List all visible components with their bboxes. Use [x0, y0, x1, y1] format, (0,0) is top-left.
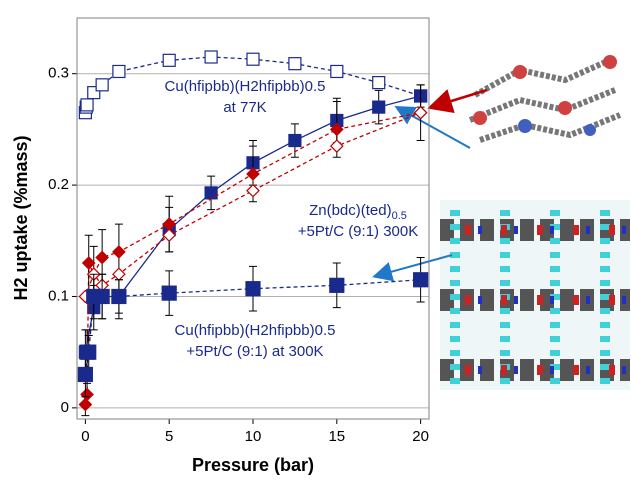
square-marker [246, 282, 260, 296]
square-marker [78, 367, 92, 381]
annotation: at 77K [223, 99, 266, 116]
y-axis-title: H2 uptake (%mass) [11, 135, 31, 300]
diamond-marker [415, 107, 427, 119]
square-marker [95, 289, 109, 303]
annotation-text: Zn(bdc)(ted) [309, 202, 392, 219]
square-marker [289, 135, 301, 147]
x-tick-label: 10 [245, 428, 262, 445]
x-tick-label: 20 [412, 428, 429, 445]
annotation-text: Cu(hfipbb)(H2hfipbb)0.5 [175, 322, 336, 339]
annotation-subscript: 0.5 [392, 210, 407, 222]
square-marker [330, 278, 344, 292]
annotation-text: +5Pt/C (9:1) 300K [298, 223, 418, 240]
square-marker [289, 58, 301, 70]
square-marker [331, 65, 343, 77]
annotation: Cu(hfipbb)(H2hfipbb)0.5 [175, 322, 336, 339]
square-marker [96, 79, 108, 91]
square-marker [113, 65, 125, 77]
y-tick-label: 0.3 [48, 65, 69, 82]
annotation: Zn(bdc)(ted)0.5 [309, 202, 407, 222]
annotation: Cu(hfipbb)(H2hfipbb)0.5 [165, 78, 326, 95]
square-marker [81, 99, 93, 111]
x-tick-label: 0 [81, 428, 89, 445]
y-tick-label: 0.2 [48, 176, 69, 193]
square-marker [205, 51, 217, 63]
arrow [432, 90, 487, 107]
y-tick-label: 0 [61, 399, 69, 416]
annotation: +5Pt/C (9:1) at 300K [186, 343, 323, 360]
diamond-marker [81, 388, 93, 400]
square-marker [414, 273, 428, 287]
square-marker [112, 289, 126, 303]
y-tick-label: 0.1 [48, 287, 69, 304]
square-marker [247, 53, 259, 65]
annotation: +5Pt/C (9:1) 300K [298, 223, 418, 240]
annotation-text: Cu(hfipbb)(H2hfipbb)0.5 [165, 78, 326, 95]
diamond-marker [247, 168, 259, 180]
x-axis-title: Pressure (bar) [192, 455, 314, 475]
diamond-marker [113, 246, 125, 258]
crystal-image-bottom [440, 200, 630, 390]
square-marker [373, 77, 385, 89]
chart: Pressure (bar) H2 uptake (%mass) 0 0.1 0.2… [0, 0, 631, 483]
square-marker [373, 101, 385, 113]
diamond-marker [247, 185, 259, 197]
diamond-marker [79, 399, 91, 411]
diamond-marker [96, 251, 108, 263]
diamond-marker [83, 257, 95, 269]
square-marker [163, 54, 175, 66]
square-marker [82, 345, 96, 359]
x-tick-label: 15 [328, 428, 345, 445]
x-tick-label: 5 [165, 428, 173, 445]
annotation-text: at 77K [223, 99, 266, 116]
diamond-marker [113, 268, 125, 280]
arrow [398, 108, 470, 148]
square-marker [162, 286, 176, 300]
crystal-image-top [470, 55, 620, 140]
diamond-marker [331, 140, 343, 152]
annotation-text: +5Pt/C (9:1) at 300K [186, 343, 323, 360]
page: {"chart_data": {"type": "line", "xlabel"… [0, 0, 631, 483]
